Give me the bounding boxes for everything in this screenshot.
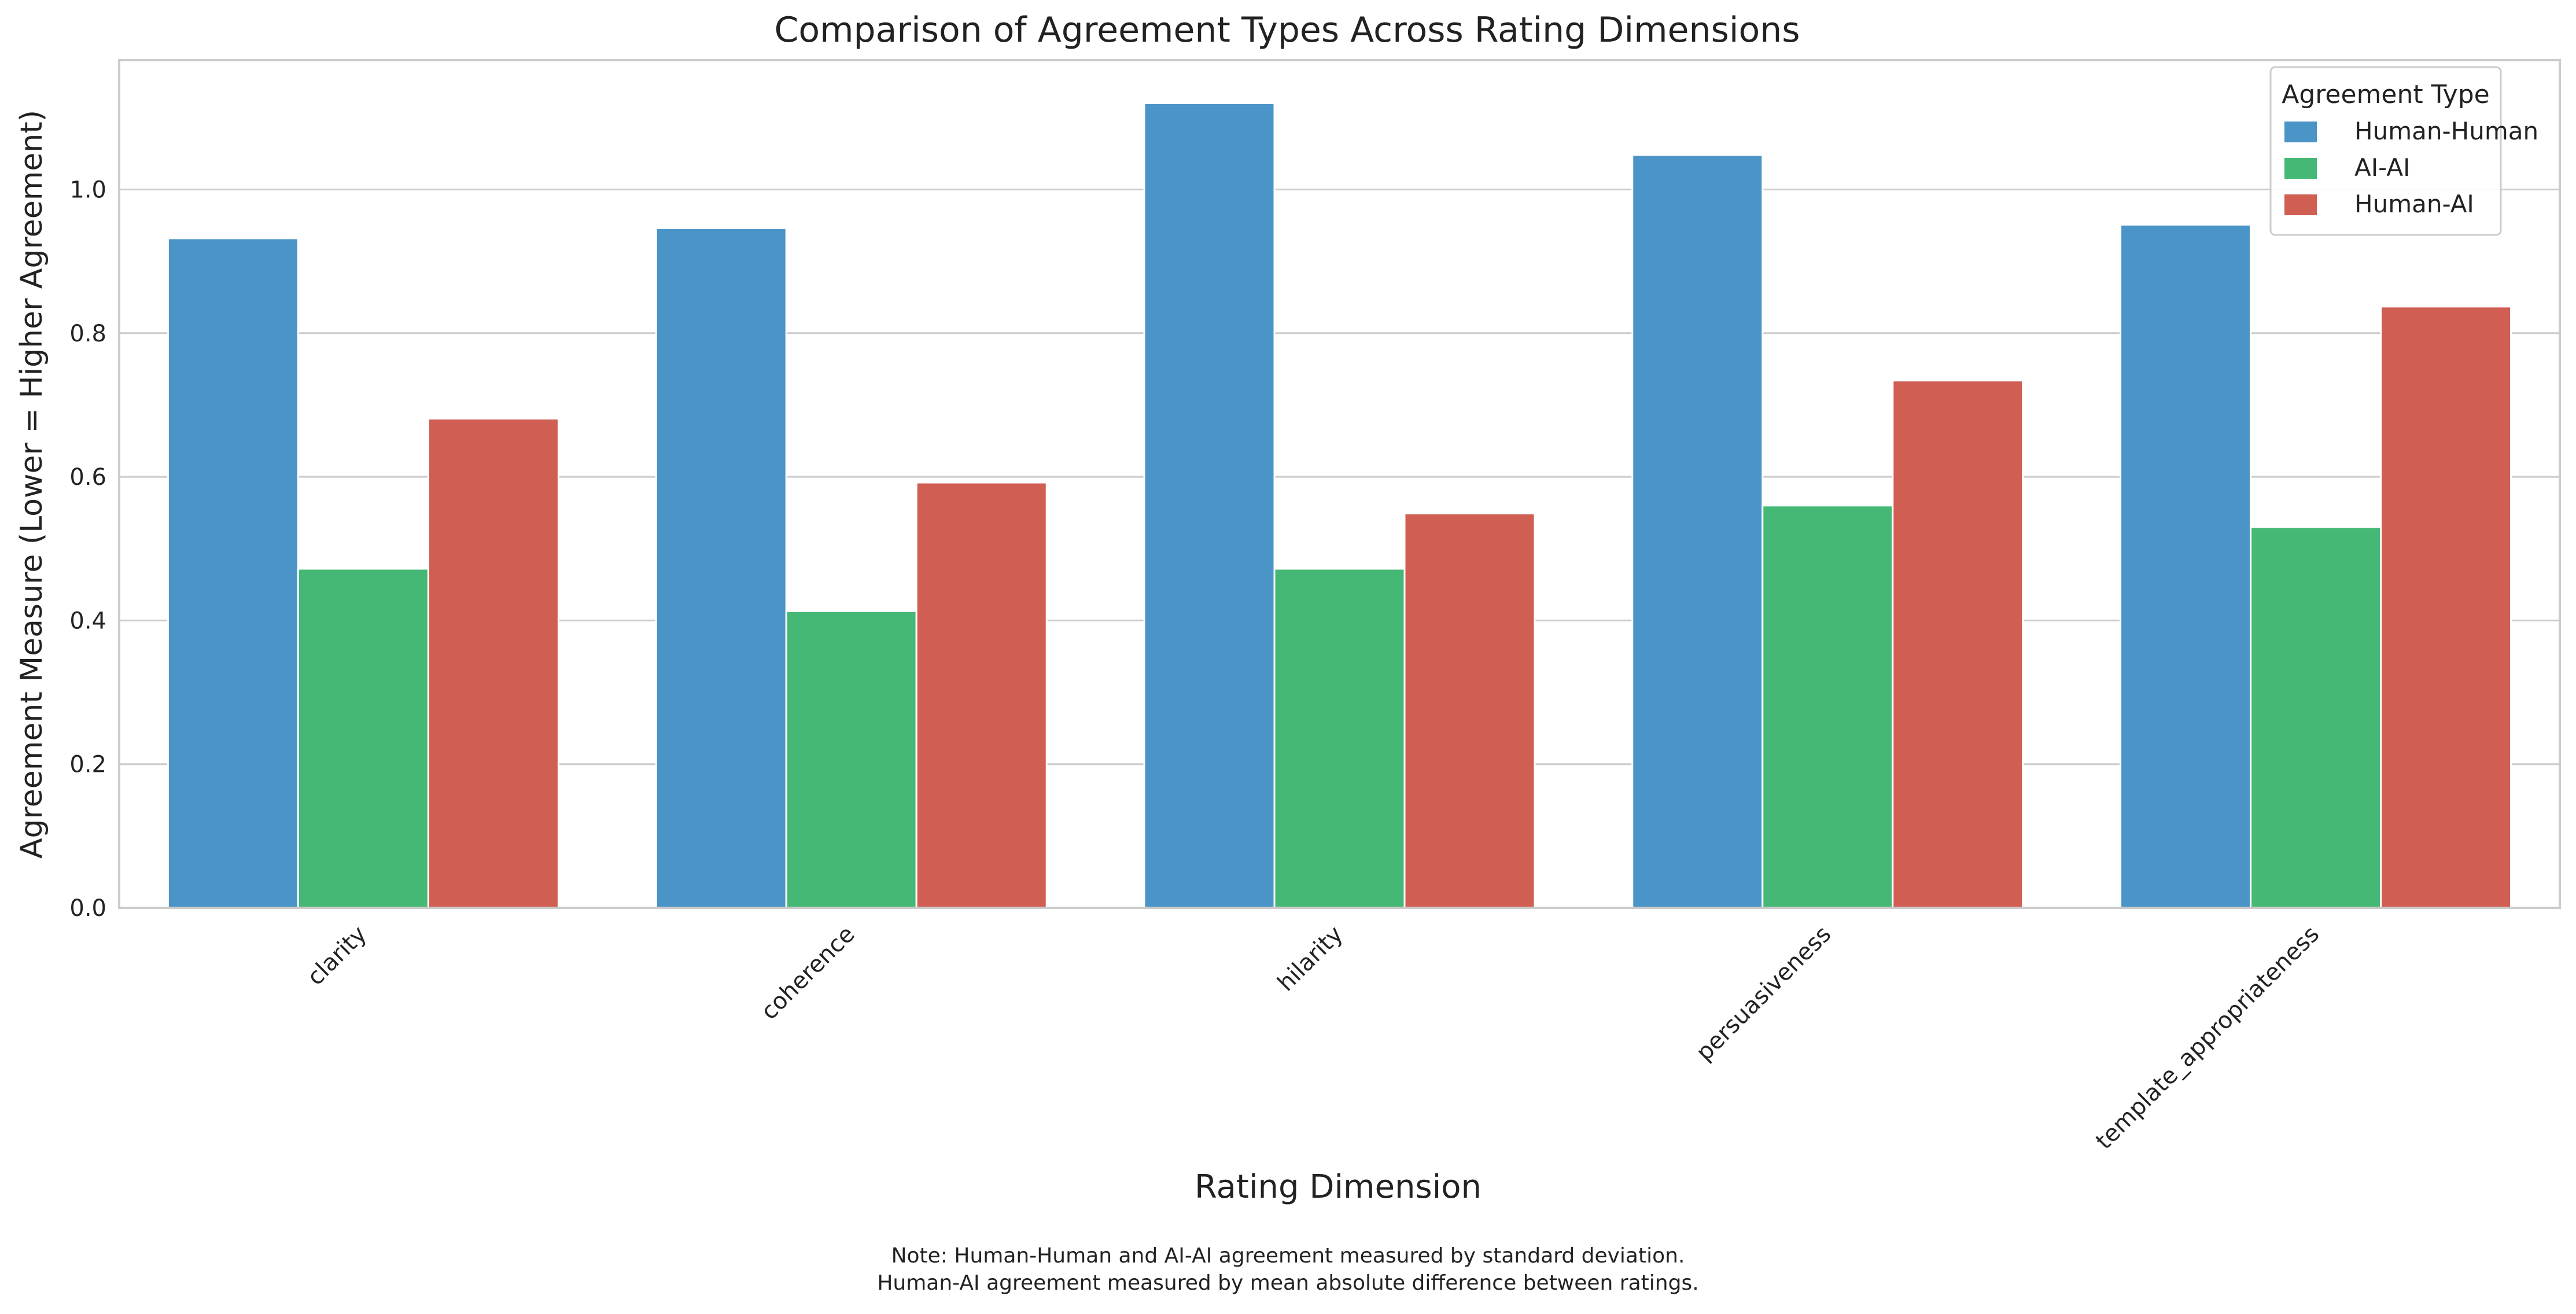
- y-tick-label: 1.0: [69, 176, 106, 203]
- bar-clarity-ai-ai: [297, 568, 429, 909]
- x-tick-label: hilarity: [1273, 921, 1348, 997]
- y-axis-ticks: 0.0 0.2 0.4 0.6 0.8 1.0: [69, 176, 106, 922]
- bar-hilarity-human-human: [1143, 102, 1276, 909]
- chart-note-line-2: Human-AI agreement measured by mean abso…: [877, 1271, 1699, 1295]
- bar-coherence-human-ai: [915, 481, 1048, 909]
- plot-frame: [118, 59, 2561, 909]
- bar-hilarity-ai-ai: [1273, 568, 1406, 909]
- bar-coherence-ai-ai: [785, 610, 917, 909]
- x-tick-label: coherence: [756, 921, 860, 1025]
- legend-title: Agreement Type: [2282, 80, 2489, 109]
- bar-persuasiveness-ai-ai: [1761, 505, 1894, 909]
- bar-template_appropriateness-human-ai: [2380, 306, 2512, 909]
- y-tick-label: 0.2: [69, 752, 106, 778]
- bar-clarity-human-human: [167, 237, 299, 909]
- bar-template_appropriateness-ai-ai: [2250, 526, 2382, 909]
- bar-template_appropriateness-human-human: [2120, 223, 2252, 909]
- legend-label: Human-Human: [2354, 117, 2538, 145]
- bar-persuasiveness-human-human: [1631, 154, 1764, 909]
- x-tick-label: clarity: [302, 921, 372, 991]
- y-tick-label: 0.4: [69, 608, 106, 634]
- x-axis-ticks: clarity coherence hilarity persuasiveness te…: [302, 921, 2324, 1155]
- bar-coherence-human-human: [655, 227, 787, 909]
- legend-label: Human-AI: [2354, 190, 2474, 218]
- legend-swatch: [2284, 122, 2317, 142]
- x-tick-label: persuasiveness: [1691, 921, 1836, 1066]
- y-tick-label: 0.8: [69, 321, 106, 347]
- chart-note-line-1: Note: Human-Human and AI-AI agreement me…: [891, 1244, 1685, 1268]
- x-axis-label: Rating Dimension: [1195, 1168, 1482, 1206]
- legend-box: [2269, 66, 2502, 236]
- legend-label: AI-AI: [2354, 153, 2410, 182]
- bar-hilarity-human-ai: [1403, 512, 1536, 909]
- legend-swatch: [2284, 194, 2317, 215]
- y-axis-label: Agreement Measure (Lower = Higher Agreem…: [14, 110, 49, 859]
- bar-persuasiveness-human-ai: [1892, 380, 2024, 909]
- bar-clarity-human-ai: [427, 418, 559, 909]
- chart-title: Comparison of Agreement Types Across Rat…: [775, 10, 1800, 50]
- x-tick-label: template_appropriateness: [2091, 921, 2324, 1155]
- y-tick-label: 0.6: [69, 464, 106, 491]
- legend-swatch: [2284, 158, 2317, 179]
- bars-group: [167, 102, 2512, 909]
- y-tick-label: 0.0: [69, 895, 106, 922]
- legend: Agreement Type Human-Human AI-AI Human-AI: [2269, 66, 2538, 236]
